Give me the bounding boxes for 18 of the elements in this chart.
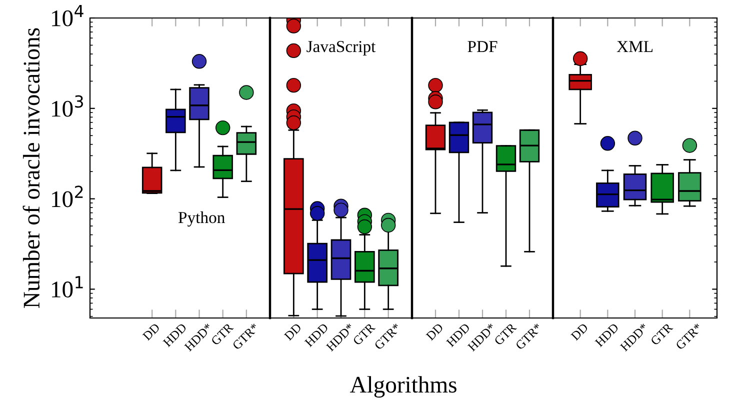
x-tick-label: DD xyxy=(142,322,160,341)
y-tick-label: 10$^{1}$ xyxy=(52,276,83,298)
text: XML xyxy=(616,41,653,52)
x-tick-label: GTR xyxy=(494,322,518,346)
x-axis-title: Algorithms xyxy=(350,376,456,398)
y-tick-label: 10$^{2}$ xyxy=(52,186,83,208)
y-axis-title: Number of oracle invocations xyxy=(22,28,40,308)
text: Python xyxy=(178,211,225,227)
text: PDF xyxy=(468,41,498,52)
y-tick-label: 10$^{4}$ xyxy=(52,4,84,26)
text: JavaScript xyxy=(306,40,376,56)
y-tick-label: 10$^{3}$ xyxy=(52,95,83,117)
x-tick-label: GTR xyxy=(352,322,376,346)
x-tick-label: DD xyxy=(570,322,589,341)
x-tick-label: DD xyxy=(284,322,302,341)
x-tick-label: DD xyxy=(426,322,444,341)
x-tick-label: GTR xyxy=(210,322,234,346)
x-tick-label: GTR xyxy=(650,322,674,346)
